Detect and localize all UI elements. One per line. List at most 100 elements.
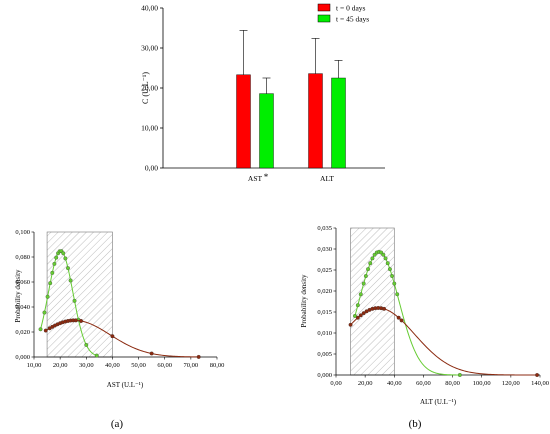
density-point-1 — [358, 313, 363, 318]
legend-swatch-t0 — [317, 3, 331, 12]
density-point-0 — [387, 267, 392, 272]
reference-range-box — [350, 227, 395, 376]
y-tick-label: 0,020 — [15, 329, 30, 336]
y-tick-label: 0,080 — [15, 254, 30, 261]
top-y-axis-label: C (U.L⁻¹) — [141, 72, 150, 104]
x-tick-label: 20,00 — [53, 362, 68, 369]
density-point-0 — [38, 327, 43, 332]
bar — [259, 93, 274, 169]
density-point-0 — [50, 270, 55, 275]
y-tick-label: 0,040 — [15, 304, 30, 311]
y-tick-label: 0,000 — [317, 372, 332, 379]
alt-y-axis-label: Probability density — [300, 274, 308, 328]
y-tick-label: 0,035 — [317, 225, 332, 232]
y-tick-label: 0,030 — [317, 246, 332, 253]
density-point-1 — [149, 351, 154, 356]
top-x-tick-label: AST — [248, 174, 263, 183]
x-tick-label: 20,00 — [358, 380, 373, 387]
density-point-1 — [348, 322, 353, 327]
density-point-0 — [363, 274, 368, 278]
density-point-1 — [196, 354, 201, 359]
x-tick-label: 100,00 — [473, 380, 491, 387]
alt-x-axis-label: ALT (U.L⁻¹) — [420, 398, 457, 406]
y-tick-label: 0,005 — [317, 351, 332, 358]
density-point-1 — [382, 306, 387, 311]
density-point-0 — [52, 261, 57, 266]
density-point-0 — [370, 256, 375, 261]
density-point-0 — [392, 281, 397, 286]
y-tick-label: 0,060 — [15, 279, 30, 286]
x-tick-label: 140,00 — [531, 380, 549, 387]
density-point-0 — [72, 298, 77, 303]
density-point-1 — [43, 328, 48, 333]
panel-label-b: (b) — [409, 418, 422, 430]
bar — [308, 73, 323, 169]
top-y-tick-label: 20,00 — [141, 84, 158, 93]
x-tick-label: 70,00 — [184, 362, 199, 369]
y-tick-label: 0,025 — [317, 267, 332, 274]
y-tick-label: 0,100 — [15, 229, 30, 236]
x-tick-label: 30,00 — [79, 362, 94, 369]
top-x-tick-label: ALT — [320, 174, 334, 183]
density-point-1 — [396, 315, 401, 320]
density-point-0 — [48, 281, 53, 286]
density-point-0 — [61, 251, 66, 256]
density-point-0 — [383, 256, 388, 261]
ast-x-axis-label: AST (U.L⁻¹) — [107, 381, 144, 389]
density-point-0 — [45, 294, 50, 299]
bar-chart: C (U.L⁻¹) t = 0 days t = 45 days * 0,00 1… — [141, 3, 385, 183]
density-point-0 — [66, 266, 70, 271]
x-tick-label: 40,00 — [387, 380, 402, 387]
density-point-0 — [385, 261, 390, 266]
density-point-0 — [395, 292, 400, 297]
top-y-tick-label: 10,00 — [141, 124, 158, 133]
bar — [236, 74, 251, 169]
top-legend: t = 0 days t = 45 days — [317, 3, 369, 24]
density-point-1 — [399, 318, 404, 323]
x-tick-label: 0,00 — [330, 380, 341, 387]
density-point-1 — [73, 318, 78, 323]
density-point-0 — [54, 255, 59, 260]
y-tick-label: 0,020 — [317, 288, 332, 295]
x-tick-label: 40,00 — [105, 362, 120, 369]
x-tick-label: 80,00 — [210, 362, 225, 369]
x-tick-label: 60,00 — [416, 380, 431, 387]
density-point-0 — [42, 310, 47, 315]
density-point-0 — [355, 303, 360, 308]
y-tick-label: 0,010 — [317, 330, 332, 337]
density-point-0 — [358, 292, 363, 297]
bar — [331, 77, 346, 169]
density-point-0 — [366, 267, 371, 272]
category-mark-ast: * — [264, 172, 269, 182]
legend-label-t45: t = 45 days — [336, 15, 369, 24]
density-point-0 — [457, 373, 462, 377]
y-tick-label: 0,015 — [317, 309, 332, 316]
density-point-1 — [355, 315, 360, 320]
density-point-0 — [361, 281, 366, 286]
density-point-0 — [63, 256, 68, 261]
x-tick-label: 80,00 — [445, 380, 460, 387]
y-tick-label: 0,000 — [15, 354, 30, 361]
x-tick-label: 120,00 — [502, 380, 520, 387]
density-point-1 — [79, 318, 84, 323]
density-point-1 — [110, 334, 115, 339]
density-point-0 — [381, 252, 386, 257]
panel-label-a: (a) — [111, 418, 124, 430]
density-point-0 — [84, 342, 89, 347]
ast-y-axis-label: Probability density — [14, 269, 22, 323]
density-point-1 — [361, 311, 366, 316]
top-y-tick-label: 0,00 — [145, 164, 158, 173]
density-point-0 — [68, 278, 73, 283]
density-point-1 — [535, 373, 540, 377]
density-point-0 — [352, 314, 357, 318]
density-point-0 — [94, 353, 99, 358]
reference-range-box — [46, 231, 113, 358]
density-point-0 — [390, 274, 395, 278]
legend-label-t0: t = 0 days — [336, 4, 366, 13]
density-point-0 — [368, 261, 373, 266]
top-y-tick-label: 30,00 — [141, 44, 158, 53]
x-tick-label: 10,00 — [27, 362, 42, 369]
x-tick-label: 60,00 — [157, 362, 172, 369]
legend-swatch-t45 — [317, 14, 331, 23]
